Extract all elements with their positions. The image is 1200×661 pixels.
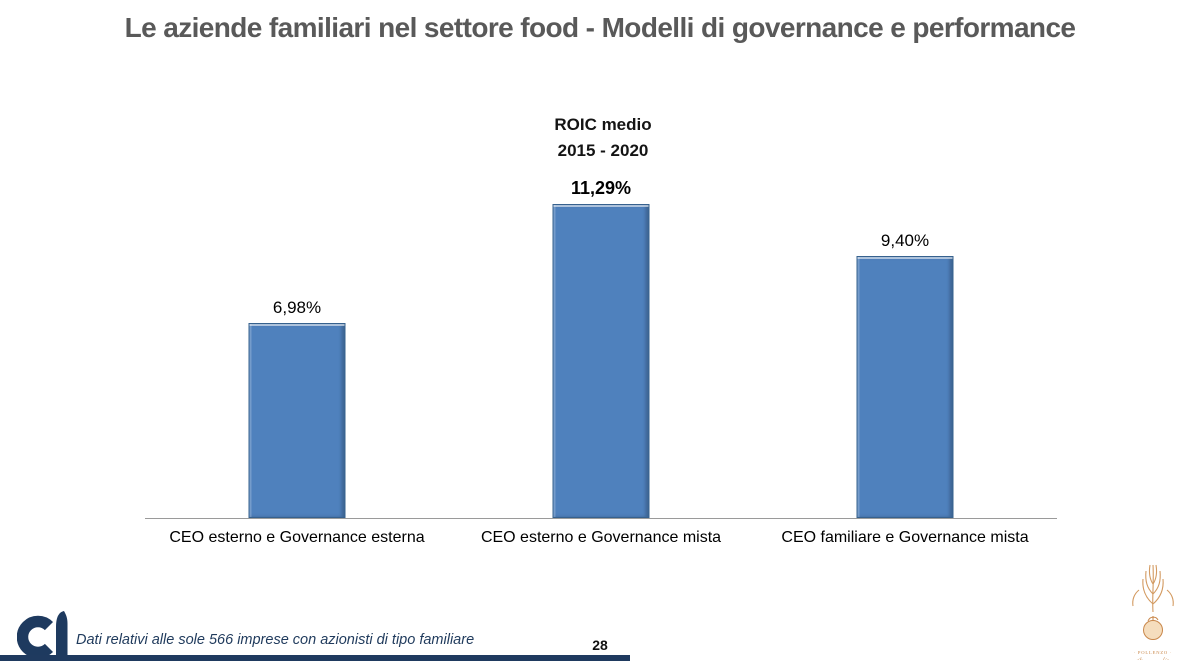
- bar-value-label: 6,98%: [272, 298, 322, 317]
- ci-logo: [17, 611, 68, 661]
- seal-fruit-icon: [1143, 620, 1163, 640]
- category-label: CEO esterno e Governance mista: [480, 529, 722, 546]
- ci-logo-c-shape: [17, 615, 54, 659]
- chart-title: ROIC medio 2015 - 2020: [463, 112, 743, 164]
- category-label: CEO familiare e Governance mista: [781, 529, 1029, 546]
- x-axis-labels: CEO esterno e Governance esterna CEO este…: [145, 529, 1057, 547]
- chart-title-line1: ROIC medio: [554, 115, 652, 134]
- chart-title-line2: 2015 - 2020: [557, 141, 649, 160]
- page-number: 28: [592, 637, 608, 653]
- seal-bottom-text: · POLLENZO ·: [1134, 650, 1173, 655]
- seal-ring-text: UNIVERSITÀ DEGLI STUDI DI SCIENZE GASTRO…: [1123, 656, 1183, 660]
- seal-wheat-icon: [1132, 564, 1174, 613]
- ci-logo-i-shape: [56, 611, 68, 661]
- university-seal-icon: UNIVERSITÀ DEGLI STUDI DI SCIENZE GASTRO…: [1123, 564, 1183, 660]
- slide-title: Le aziende familiari nel settore food - …: [124, 12, 1076, 43]
- seal-fruit-leaf-icon: [1147, 616, 1159, 622]
- bar-slot: 6,98%: [145, 78, 449, 518]
- bar-0: [248, 323, 346, 518]
- plot-area: 6,98% 11,29% 9,40%: [145, 78, 1057, 519]
- footer-accent-bar: [0, 655, 630, 661]
- bar-2: [856, 256, 954, 518]
- bar-value-label: 9,40%: [880, 231, 930, 250]
- bar-slot: 11,29%: [449, 78, 753, 518]
- bar-value-label: 11,29%: [570, 178, 632, 198]
- bar-1: [552, 204, 650, 518]
- svg-text:UNIVERSITÀ DEGLI STUDI DI SCIE: UNIVERSITÀ DEGLI STUDI DI SCIENZE GASTRO…: [1123, 656, 1183, 660]
- category-label: CEO esterno e Governance esterna: [169, 529, 425, 546]
- bar-slot: 9,40%: [753, 78, 1057, 518]
- footnote: Dati relativi alle sole 566 imprese con …: [76, 632, 475, 648]
